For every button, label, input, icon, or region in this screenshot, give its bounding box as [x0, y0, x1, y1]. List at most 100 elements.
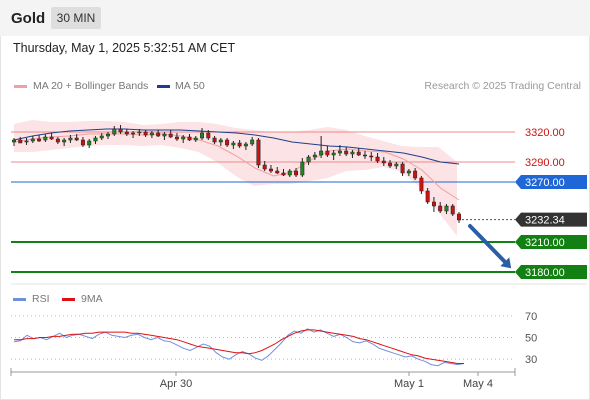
candle-59 [381, 157, 386, 166]
candle-9 [68, 135, 73, 143]
candle-body-69 [444, 205, 449, 212]
candle-body-13 [93, 137, 98, 142]
candle-15 [106, 132, 110, 139]
candle-3 [30, 136, 35, 143]
candle-64 [413, 168, 418, 180]
candle-body-6 [49, 136, 54, 140]
candle-70 [450, 204, 455, 216]
candle-body-57 [369, 155, 374, 158]
candle-body-26 [174, 136, 179, 140]
candle-body-28 [187, 136, 192, 141]
ma9-legend-label: 9MA [81, 293, 103, 305]
candle-body-31 [206, 132, 211, 139]
candle-body-9 [68, 137, 73, 141]
level-label-1: 3290.00 [525, 157, 565, 169]
candle-69 [444, 204, 449, 214]
candle-61 [394, 162, 399, 169]
candle-55 [356, 148, 361, 156]
header-bar: Gold 30 MIN [0, 0, 590, 36]
candle-body-46 [300, 161, 305, 176]
candle-68 [438, 202, 443, 213]
candle-34 [225, 138, 230, 147]
candle-body-38 [250, 139, 255, 145]
candle-body-14 [99, 135, 104, 139]
candle-body-51 [331, 152, 336, 156]
ma50-legend-swatch [157, 85, 170, 88]
x-label-2: May 4 [463, 378, 493, 390]
candle-body-70 [450, 205, 455, 215]
candle-18 [124, 129, 129, 136]
candle-body-4 [37, 138, 42, 142]
ma20-line [13, 133, 460, 201]
candle-71 [457, 212, 461, 223]
candle-45 [294, 168, 299, 177]
candle-36 [237, 140, 242, 148]
candle-40 [262, 161, 267, 171]
candle-48 [312, 152, 317, 160]
candle-31 [206, 130, 211, 140]
candle-8 [62, 138, 67, 146]
candle-28 [187, 134, 192, 141]
candle-body-43 [281, 172, 286, 176]
candle-body-15 [106, 133, 110, 137]
instrument-title: Gold [11, 10, 46, 27]
candle-body-48 [312, 154, 317, 158]
candle-body-5 [43, 136, 48, 141]
candle-body-16 [112, 128, 117, 135]
candle-26 [174, 133, 179, 141]
level-tag-4 [515, 235, 587, 249]
candle-57 [369, 152, 374, 161]
candle-7 [55, 137, 60, 144]
level-tag-3 [515, 212, 587, 227]
rsi-tick-0: 70 [525, 311, 537, 323]
forecast-arrow-shaft [468, 224, 509, 266]
candle-body-30 [200, 132, 205, 139]
candle-body-45 [294, 170, 299, 176]
candle-body-22 [149, 132, 154, 136]
candle-body-41 [268, 168, 273, 172]
candle-21 [143, 130, 148, 137]
rsi-legend-label: RSI [32, 293, 50, 305]
candle-body-56 [363, 154, 367, 157]
candle-19 [131, 131, 136, 138]
ma20-legend-label: MA 20 + Bollinger Bands [33, 80, 149, 92]
candle-65 [419, 176, 424, 194]
candle-body-47 [306, 156, 311, 163]
candle-29 [193, 136, 198, 142]
ma50-line [13, 128, 460, 165]
candle-22 [149, 131, 154, 138]
rsi-tick-1: 50 [525, 333, 537, 345]
candle-body-27 [181, 136, 186, 140]
candle-body-64 [413, 170, 418, 179]
candle-27 [181, 135, 186, 143]
candle-60 [388, 160, 393, 168]
candle-body-35 [231, 142, 236, 146]
rsi-ma9-line [14, 329, 464, 364]
candle-body-63 [406, 170, 411, 174]
candle-14 [99, 133, 104, 140]
ma50-legend-label: MA 50 [175, 80, 205, 92]
x-label-0: Apr 30 [160, 378, 192, 390]
candle-5 [43, 134, 48, 142]
candle-37 [243, 142, 248, 150]
candle-66 [425, 188, 430, 204]
timeframe-badge[interactable]: 30 MIN [51, 7, 101, 29]
candle-11 [80, 137, 85, 147]
candle-body-68 [438, 205, 443, 212]
candle-12 [87, 139, 92, 148]
candle-body-39 [256, 139, 261, 166]
candle-24 [162, 132, 167, 140]
candle-56 [363, 151, 367, 159]
rsi-tick-2: 30 [525, 354, 537, 366]
level-label-3: 3232.34 [525, 215, 565, 227]
candle-39 [256, 138, 261, 168]
candle-body-52 [337, 150, 342, 154]
candle-20 [137, 129, 142, 136]
candle-body-65 [419, 177, 424, 192]
candle-body-11 [80, 139, 85, 146]
rsi-legend-swatch [13, 298, 26, 301]
bollinger-band [14, 120, 457, 236]
candle-50 [325, 146, 330, 157]
candle-body-21 [143, 131, 148, 136]
